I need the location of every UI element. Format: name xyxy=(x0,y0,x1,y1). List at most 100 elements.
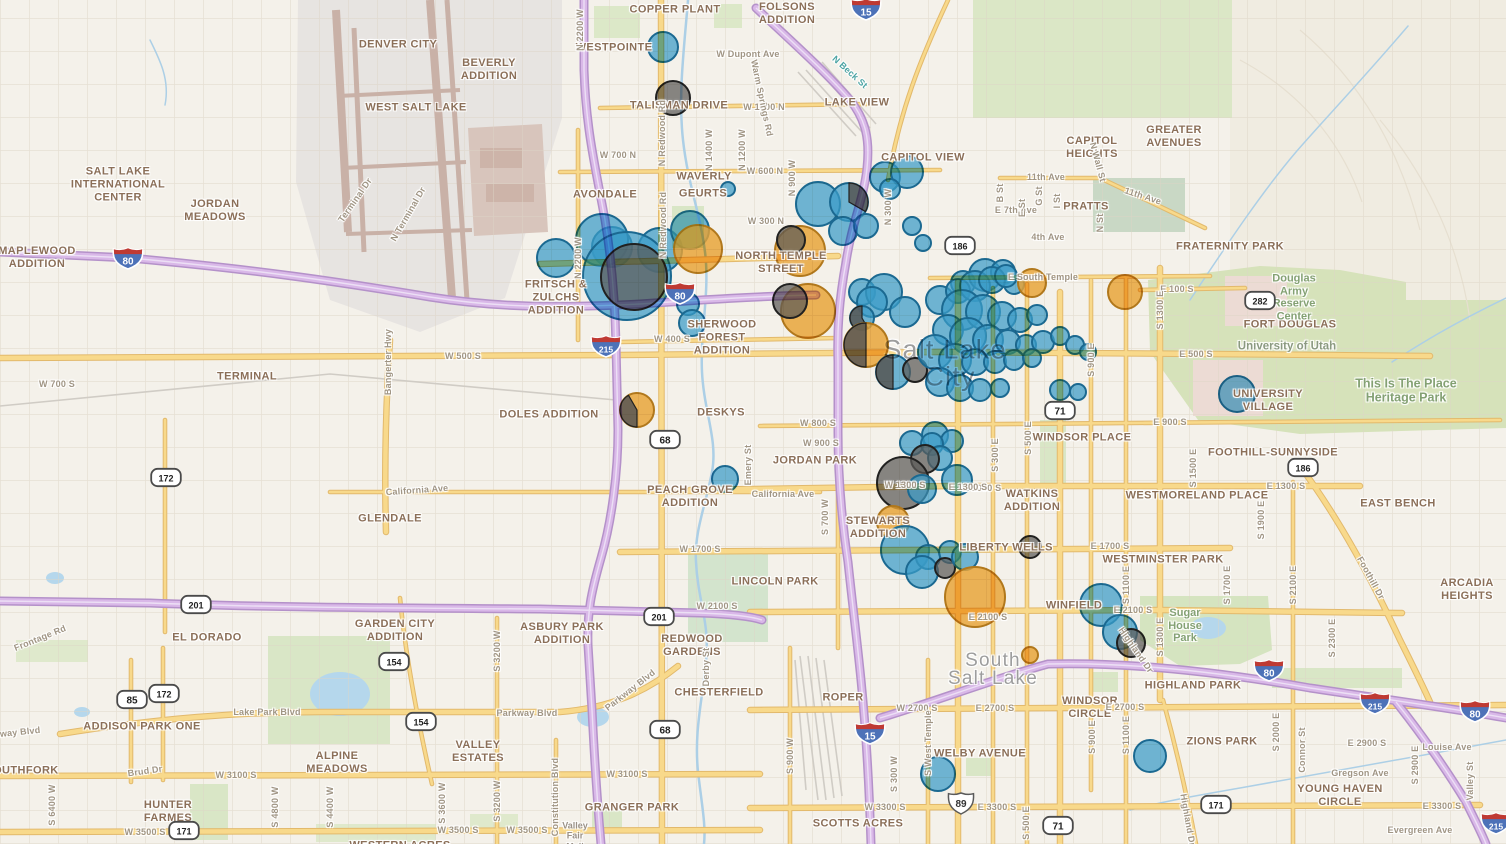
data-bubble-wedge[interactable] xyxy=(619,394,638,428)
street-label: W 1700 S xyxy=(679,544,721,554)
data-bubble-gray[interactable] xyxy=(776,225,806,255)
street-label: 11th Ave xyxy=(1027,172,1065,182)
svg-text:154: 154 xyxy=(386,658,401,668)
data-bubble-blue[interactable] xyxy=(994,264,1018,288)
river-line xyxy=(149,39,168,106)
neighborhood-label: LAKE VIEW xyxy=(824,96,890,109)
airport-runway xyxy=(345,228,473,236)
freeway-centerline xyxy=(755,7,872,844)
neighborhood-label: REDWOOD GARDENS xyxy=(661,633,723,658)
state-route-shield-282: 282 xyxy=(1244,290,1276,316)
state-route-shield-154: 154 xyxy=(378,651,410,677)
airport-runway xyxy=(444,0,470,301)
data-bubble-wedge[interactable] xyxy=(875,354,894,390)
data-bubble-blue[interactable] xyxy=(879,178,901,200)
data-bubble-blue[interactable] xyxy=(890,155,924,189)
street-label: W 900 S xyxy=(803,438,839,448)
terrain-contour xyxy=(1379,119,1471,321)
neighborhood-label: PRATTS xyxy=(1063,200,1109,213)
data-bubble-blue[interactable] xyxy=(647,31,679,63)
street-label: W 3500 S xyxy=(124,827,166,837)
data-bubble-blue[interactable] xyxy=(853,213,879,239)
park-label: Sugar House Park xyxy=(1168,607,1202,645)
state-route-shield-186: 186 xyxy=(1287,457,1319,483)
freeway-centerline xyxy=(583,0,619,844)
data-bubble-gray[interactable] xyxy=(772,283,808,319)
water-pond xyxy=(310,672,370,716)
data-bubble-orange[interactable] xyxy=(944,566,1006,628)
state-route-shield-68: 68 xyxy=(649,429,681,455)
state-route-shield-85: 85 xyxy=(116,689,148,715)
data-bubble-blue[interactable] xyxy=(990,378,1010,398)
street-label: W 2100 S xyxy=(696,601,738,611)
data-bubble-blue[interactable] xyxy=(941,464,973,496)
cemetery-green xyxy=(1093,178,1185,232)
state-route-shield-68: 68 xyxy=(649,719,681,745)
neighborhood-label: NORTH TEMPLE STREET xyxy=(735,250,827,275)
neighborhood-label: SALT LAKE INTERNATIONAL CENTER xyxy=(70,165,166,204)
svg-text:172: 172 xyxy=(156,690,171,700)
data-bubble-blue[interactable] xyxy=(889,296,921,328)
svg-text:89: 89 xyxy=(955,799,967,810)
data-bubble-blue[interactable] xyxy=(1133,739,1167,773)
data-bubble-gray[interactable] xyxy=(600,243,668,311)
data-bubble-blue[interactable] xyxy=(1079,343,1097,361)
data-bubble-orange[interactable] xyxy=(673,224,723,274)
street-label: W 3500 S xyxy=(437,825,479,835)
data-bubble-blue[interactable] xyxy=(711,465,739,493)
data-bubble-gray[interactable] xyxy=(655,80,691,116)
data-bubble-blue[interactable] xyxy=(678,309,706,337)
svg-text:171: 171 xyxy=(176,827,191,837)
neighborhood-label: WINDSOR PLACE xyxy=(1032,431,1132,444)
data-bubble-blue[interactable] xyxy=(1050,326,1070,346)
data-bubble-blue[interactable] xyxy=(902,216,922,236)
airport-runway xyxy=(351,27,367,253)
data-bubble-blue[interactable] xyxy=(914,234,932,252)
data-bubble-blue[interactable] xyxy=(1218,375,1256,413)
neighborhood-label: FORT DOUGLAS xyxy=(1243,318,1337,331)
data-bubble-orange[interactable] xyxy=(1017,268,1047,298)
data-bubble-blue[interactable] xyxy=(720,181,736,197)
data-bubble-blue[interactable] xyxy=(1026,304,1048,326)
neighborhood-label: FOOTHILL-SUNNYSIDE xyxy=(1207,446,1339,459)
street-label: California Ave xyxy=(751,489,815,499)
park-label: Douglas Army Reserve Center xyxy=(1272,272,1316,323)
data-bubble-blue[interactable] xyxy=(1069,383,1087,401)
data-bubble-gray[interactable] xyxy=(1116,628,1146,658)
data-bubble-gray[interactable] xyxy=(1018,535,1042,559)
data-bubble-gray[interactable] xyxy=(902,357,928,383)
neighborhood-label: ZIONS PARK xyxy=(1186,735,1258,748)
airport-runway xyxy=(426,0,456,299)
data-bubble-blue[interactable] xyxy=(907,474,937,504)
data-bubble-orange[interactable] xyxy=(1021,646,1039,664)
neighborhood-label: ARCADIA HEIGHTS xyxy=(1440,577,1494,602)
neighborhood-label: ADDISON PARK ONE xyxy=(83,720,201,733)
street-label: E 500 S xyxy=(1179,349,1213,359)
data-bubble-blue[interactable] xyxy=(1022,348,1042,368)
data-bubble-blue[interactable] xyxy=(920,756,956,792)
svg-text:71: 71 xyxy=(1054,407,1066,418)
street-label: E 1300 S xyxy=(948,482,988,492)
data-bubble-wedge[interactable] xyxy=(848,182,869,213)
freeway-centerline xyxy=(879,663,1506,719)
westpointe-green xyxy=(594,6,640,38)
city-label: Salt Lake xyxy=(947,668,1039,689)
data-bubble-orange[interactable] xyxy=(1107,274,1143,310)
data-bubble-gray[interactable] xyxy=(934,557,956,579)
interstate-shield-80: 80 xyxy=(112,247,144,276)
data-bubble-wedge[interactable] xyxy=(843,322,867,368)
freeway-centerline xyxy=(0,251,817,308)
data-bubble-blue[interactable] xyxy=(536,238,576,278)
svg-text:172: 172 xyxy=(158,474,173,484)
neighborhood-label: WESTERN ACRES xyxy=(349,840,450,844)
svg-text:15: 15 xyxy=(864,732,876,743)
interstate-shield-215: 215 xyxy=(590,335,622,364)
svg-text:68: 68 xyxy=(659,436,671,447)
interstate-shield-215: 215 xyxy=(1359,692,1391,721)
road-arterial xyxy=(998,176,1207,230)
data-bubble-blue[interactable] xyxy=(1079,583,1123,627)
neighborhood-label: FRITSCH & ZULCHS ADDITION xyxy=(524,278,588,317)
street-label: 4th Ave xyxy=(1031,232,1065,242)
